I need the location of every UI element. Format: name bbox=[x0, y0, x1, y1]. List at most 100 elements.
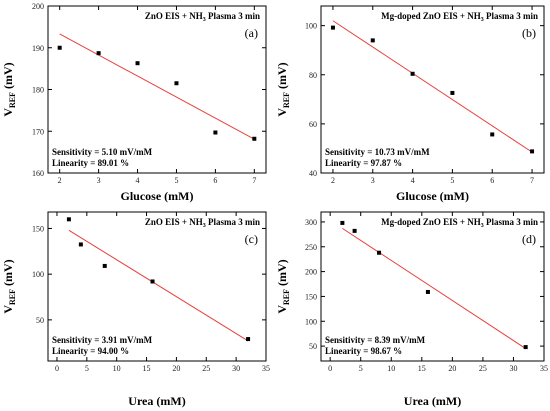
y-tick-label: 170 bbox=[32, 127, 44, 136]
panel-label: (b) bbox=[522, 26, 536, 40]
panel-b: 2 3 4 5 6 7 40 60 80 100 Mg-doped ZnO EIS + NH3 Pl… bbox=[275, 5, 545, 203]
data-point bbox=[490, 132, 495, 137]
plot-frame bbox=[47, 211, 267, 362]
x-tick-label: 3 bbox=[97, 176, 101, 185]
data-point bbox=[450, 90, 455, 95]
fit-line bbox=[342, 227, 526, 350]
data-point bbox=[340, 220, 345, 225]
x-tick-label: 7 bbox=[530, 176, 534, 185]
panel-title: ZnO EIS + NH3 Plasma 3 min bbox=[145, 11, 260, 23]
y-tick-label: 100 bbox=[32, 270, 44, 279]
panel-d: 0 5 10 15 20 25 30 35 50 100 150 200 250 300 Mg-doped … bbox=[275, 211, 548, 408]
panel-label: (a) bbox=[245, 26, 258, 40]
y-tick-label: 150 bbox=[32, 224, 44, 233]
y-tick-label: 160 bbox=[32, 169, 44, 178]
data-point bbox=[66, 217, 71, 222]
y-tick-label: 190 bbox=[32, 44, 44, 53]
data-point bbox=[352, 228, 357, 233]
x-tick-label: 7 bbox=[252, 176, 256, 185]
panel-title: ZnO EIS + NH3 Plasma 3 min bbox=[145, 217, 260, 229]
x-tick-label: 3 bbox=[371, 176, 375, 185]
x-tick-label: 4 bbox=[136, 176, 140, 185]
x-tick-label: 6 bbox=[490, 176, 494, 185]
linearity-note: Linearity = 98.67 % bbox=[325, 346, 402, 356]
panel-c: 0 5 10 15 20 25 30 35 50 100 150 ZnO EIS + NH3 Plas… bbox=[1, 211, 270, 408]
sensitivity-note: Sensitivity = 5.10 mV/mM bbox=[52, 147, 153, 157]
panel-title: Mg-doped ZnO EIS + NH3 Plasma 3 min bbox=[381, 11, 538, 23]
sensitivity-note: Sensitivity = 10.73 mV/mM bbox=[325, 147, 430, 157]
y-tick-label: 80 bbox=[309, 71, 317, 80]
x-tick-label: 2 bbox=[331, 176, 335, 185]
x-axis-title: Glucose (mM) bbox=[396, 189, 469, 203]
x-tick-label: 20 bbox=[172, 364, 180, 373]
y-tick-label: 60 bbox=[309, 120, 317, 129]
y-tick-label: 50 bbox=[36, 316, 44, 325]
x-tick-label: 2 bbox=[58, 176, 62, 185]
x-tick-label: 5 bbox=[450, 176, 454, 185]
fit-line bbox=[332, 20, 533, 153]
data-point bbox=[102, 263, 107, 268]
data-point bbox=[174, 81, 179, 86]
sensitivity-note: Sensitivity = 3.91 mV/mM bbox=[52, 335, 153, 345]
data-point bbox=[135, 61, 140, 66]
y-tick-label: 100 bbox=[305, 22, 317, 31]
x-axis-title: Urea (mM) bbox=[128, 394, 185, 408]
y-tick-label: 100 bbox=[305, 317, 317, 326]
linearity-note: Linearity = 89.01 % bbox=[52, 158, 129, 168]
x-tick-label: 15 bbox=[418, 364, 426, 373]
panel-title: Mg-doped ZnO EIS + NH3 Plasma 3 min bbox=[381, 217, 538, 229]
fit-line bbox=[68, 229, 249, 342]
data-point bbox=[150, 279, 155, 284]
x-tick-label: 15 bbox=[143, 364, 151, 373]
sensitivity-note: Sensitivity = 8.39 mV/mM bbox=[325, 335, 426, 345]
y-tick-label: 200 bbox=[305, 268, 317, 277]
x-tick-label: 5 bbox=[85, 364, 89, 373]
y-tick-label: 50 bbox=[309, 342, 317, 351]
y-axis-title: VREF (mV) bbox=[275, 62, 291, 116]
plot-frame bbox=[320, 211, 545, 362]
data-point bbox=[57, 45, 62, 50]
x-axis-title: Urea (mM) bbox=[404, 394, 461, 408]
x-tick-label: 10 bbox=[387, 364, 395, 373]
plot-frame bbox=[320, 5, 545, 174]
data-point bbox=[78, 242, 83, 247]
data-point bbox=[96, 51, 101, 56]
y-tick-label: 180 bbox=[32, 86, 44, 95]
x-tick-label: 20 bbox=[448, 364, 456, 373]
x-tick-label: 5 bbox=[359, 364, 363, 373]
y-tick-label: 40 bbox=[309, 169, 317, 178]
panel-label: (d) bbox=[522, 232, 536, 246]
data-point bbox=[530, 149, 535, 154]
data-point bbox=[252, 136, 257, 141]
x-tick-label: 6 bbox=[213, 176, 217, 185]
data-point bbox=[213, 130, 218, 135]
x-tick-label: 10 bbox=[113, 364, 121, 373]
data-point bbox=[370, 38, 375, 43]
data-point bbox=[523, 345, 528, 350]
data-point bbox=[410, 71, 415, 76]
y-tick-label: 200 bbox=[32, 2, 44, 11]
y-tick-label: 300 bbox=[305, 218, 317, 227]
y-axis-title: VREF (mV) bbox=[1, 259, 17, 313]
data-point bbox=[377, 250, 382, 255]
linearity-note: Linearity = 97.87 % bbox=[325, 158, 402, 168]
fit-line bbox=[59, 33, 255, 140]
x-tick-label: 4 bbox=[411, 176, 415, 185]
y-tick-label: 150 bbox=[305, 292, 317, 301]
x-tick-label: 5 bbox=[174, 176, 178, 185]
x-tick-label: 25 bbox=[479, 364, 487, 373]
data-point bbox=[425, 289, 430, 294]
x-tick-label: 35 bbox=[540, 364, 548, 373]
x-axis-title: Glucose (mM) bbox=[121, 189, 194, 203]
x-tick-label: 25 bbox=[202, 364, 210, 373]
panel-label: (c) bbox=[245, 232, 258, 246]
x-tick-label: 0 bbox=[328, 364, 332, 373]
y-axis-title: VREF (mV) bbox=[275, 259, 291, 313]
panel-a: 2 3 4 5 6 7 160 170 180 190 200 ZnO EIS + NH3 Plasm… bbox=[1, 2, 267, 203]
x-tick-label: 0 bbox=[55, 364, 59, 373]
x-tick-label: 30 bbox=[232, 364, 240, 373]
x-tick-label: 30 bbox=[509, 364, 517, 373]
y-tick-label: 250 bbox=[305, 243, 317, 252]
data-point bbox=[246, 337, 251, 342]
